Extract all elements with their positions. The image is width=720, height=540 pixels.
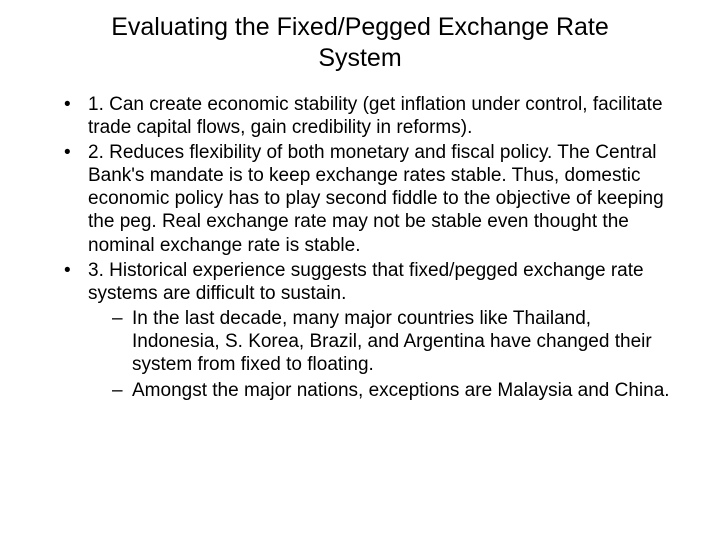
sub-list: In the last decade, many major countries…	[88, 307, 680, 402]
sub-item-1: In the last decade, many major countries…	[116, 307, 680, 377]
bullet-item-1: 1. Can create economic stability (get in…	[68, 93, 680, 139]
bullet-item-3-text: 3. Historical experience suggests that f…	[88, 260, 644, 304]
sub-item-2: Amongst the major nations, exceptions ar…	[116, 379, 680, 402]
bullet-item-2: 2. Reduces flexibility of both monetary …	[68, 141, 680, 257]
bullet-item-3: 3. Historical experience suggests that f…	[68, 259, 680, 402]
slide-title: Evaluating the Fixed/Pegged Exchange Rat…	[40, 12, 680, 75]
bullet-list: 1. Can create economic stability (get in…	[40, 93, 680, 402]
